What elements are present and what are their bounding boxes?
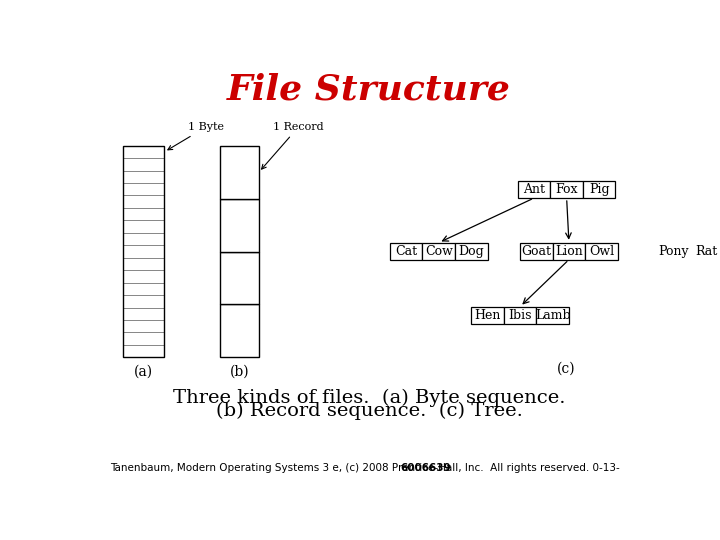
Text: Ibis: Ibis: [508, 308, 532, 321]
Text: Pig: Pig: [589, 183, 610, 196]
Bar: [122, 171, 164, 183]
Text: 1 Record: 1 Record: [261, 122, 323, 169]
Bar: [122, 146, 164, 158]
Text: Goat: Goat: [521, 245, 552, 258]
Bar: [122, 146, 164, 357]
Bar: [122, 245, 164, 258]
Bar: [657, 242, 690, 260]
Text: Lamb: Lamb: [535, 308, 570, 321]
Text: Cat: Cat: [395, 245, 418, 258]
Bar: [220, 146, 259, 199]
Text: Three kinds of files.  (a) Byte sequence.: Three kinds of files. (a) Byte sequence.: [173, 388, 565, 407]
Bar: [455, 242, 487, 260]
Bar: [220, 199, 259, 252]
Bar: [472, 307, 504, 323]
Text: (c): (c): [557, 362, 576, 376]
Bar: [553, 242, 585, 260]
Bar: [690, 242, 720, 260]
Bar: [390, 242, 423, 260]
Text: Fox: Fox: [555, 183, 578, 196]
Text: Rat: Rat: [695, 245, 717, 258]
Text: Lion: Lion: [555, 245, 582, 258]
Bar: [220, 305, 259, 357]
Bar: [122, 158, 164, 171]
Text: Cow: Cow: [425, 245, 453, 258]
Bar: [122, 345, 164, 357]
Bar: [122, 308, 164, 320]
Bar: [122, 183, 164, 195]
Text: Tanenbaum, Modern Operating Systems 3 e, (c) 2008 Prentice-Hall, Inc.  All right: Tanenbaum, Modern Operating Systems 3 e,…: [110, 463, 620, 473]
Text: 1 Byte: 1 Byte: [168, 122, 224, 150]
Text: (b): (b): [230, 364, 249, 378]
Bar: [122, 258, 164, 270]
Bar: [122, 233, 164, 245]
Bar: [520, 242, 553, 260]
Bar: [220, 252, 259, 305]
Text: 6006639: 6006639: [400, 463, 451, 473]
Bar: [122, 320, 164, 333]
Text: File Structure: File Structure: [227, 72, 511, 106]
Bar: [122, 333, 164, 345]
Text: Pony: Pony: [658, 245, 689, 258]
Bar: [583, 181, 616, 198]
Bar: [423, 242, 455, 260]
Bar: [122, 208, 164, 220]
Text: Dog: Dog: [459, 245, 484, 258]
Bar: [585, 242, 618, 260]
Bar: [550, 181, 583, 198]
Bar: [122, 295, 164, 308]
Bar: [122, 282, 164, 295]
Bar: [122, 270, 164, 282]
Bar: [122, 220, 164, 233]
Text: Owl: Owl: [589, 245, 614, 258]
Text: Hen: Hen: [474, 308, 501, 321]
Bar: [518, 181, 550, 198]
Text: Ant: Ant: [523, 183, 545, 196]
Bar: [536, 307, 569, 323]
Bar: [504, 307, 536, 323]
Text: (b) Record sequence.  (c) Tree.: (b) Record sequence. (c) Tree.: [215, 402, 523, 421]
Text: (a): (a): [134, 364, 153, 378]
Bar: [122, 195, 164, 208]
